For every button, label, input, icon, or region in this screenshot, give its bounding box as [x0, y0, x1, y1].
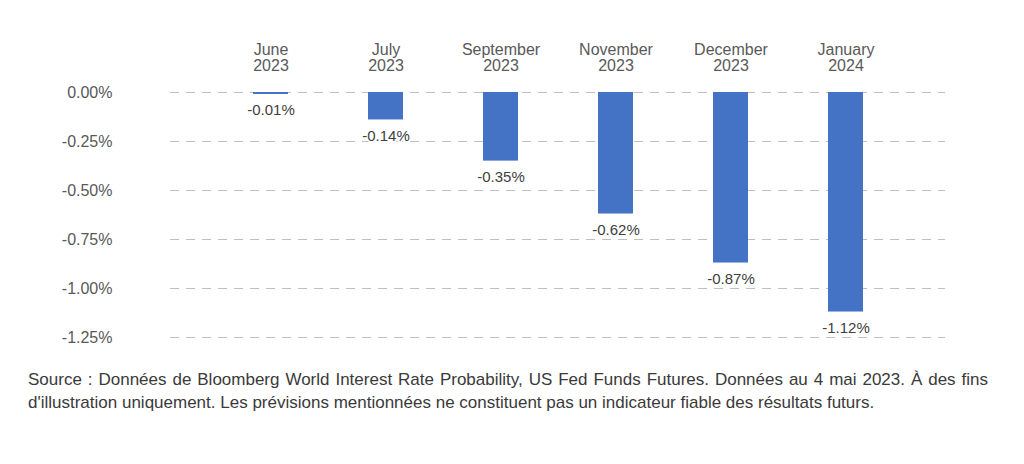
svg-text:September2023: September2023	[462, 41, 541, 74]
svg-text:-0.01%: -0.01%	[247, 101, 295, 118]
svg-text:-0.62%: -0.62%	[592, 221, 640, 238]
svg-text:-0.25%: -0.25%	[62, 133, 113, 150]
svg-text:-0.35%: -0.35%	[477, 168, 525, 185]
svg-text:-0.50%: -0.50%	[62, 182, 113, 199]
svg-text:0.00%: 0.00%	[67, 84, 112, 101]
svg-text:January2024: January2024	[818, 41, 875, 74]
svg-text:-0.87%: -0.87%	[707, 270, 755, 287]
svg-text:November2023: November2023	[579, 41, 653, 74]
svg-text:July2023: July2023	[368, 41, 404, 74]
svg-text:-0.14%: -0.14%	[362, 127, 410, 144]
svg-text:-1.12%: -1.12%	[822, 319, 870, 336]
svg-text:June2023: June2023	[253, 41, 289, 74]
svg-text:-1.25%: -1.25%	[62, 329, 113, 346]
html-text:Source : Données de Bloomberg: Source : Données de Bloomberg World Inte…	[28, 370, 988, 412]
svg-text:-0.75%: -0.75%	[62, 231, 113, 248]
svg-text:-1.00%: -1.00%	[62, 280, 113, 297]
svg-text:December2023: December2023	[694, 41, 768, 74]
